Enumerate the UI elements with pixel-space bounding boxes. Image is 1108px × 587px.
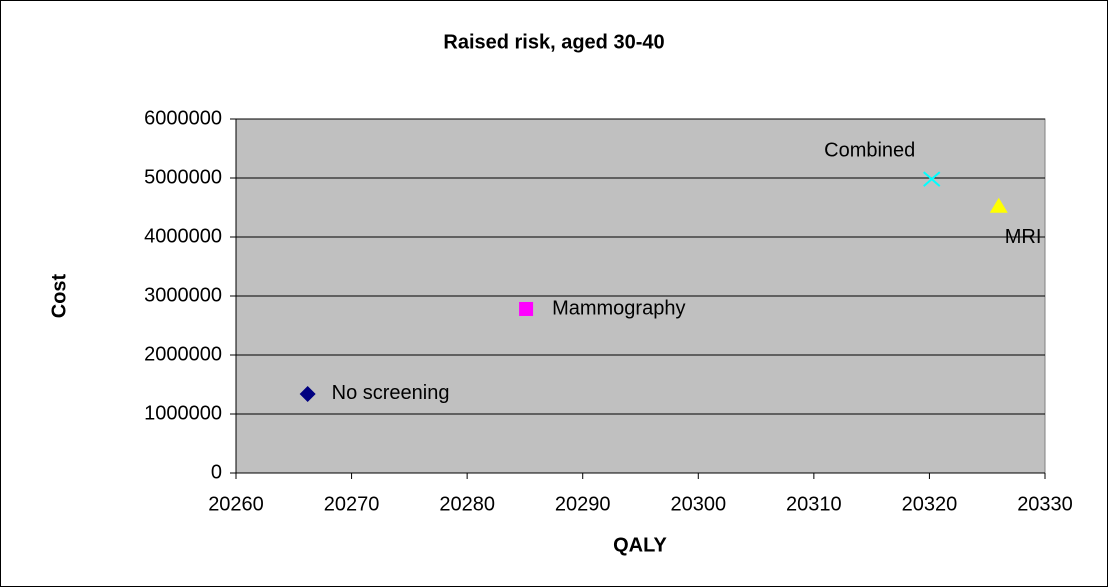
point-label: Mammography bbox=[552, 297, 685, 319]
y-tick-label: 3000000 bbox=[144, 284, 222, 306]
chart-title: Raised risk, aged 30-40 bbox=[443, 31, 664, 53]
y-tick-label: 2000000 bbox=[144, 343, 222, 365]
point-label: Combined bbox=[824, 139, 915, 161]
x-tick-label: 20330 bbox=[1017, 493, 1073, 515]
x-tick-label: 20280 bbox=[439, 493, 495, 515]
y-tick-label: 4000000 bbox=[144, 225, 222, 247]
point-label: No screening bbox=[332, 382, 450, 404]
x-tick-label: 20310 bbox=[786, 493, 842, 515]
y-tick-label: 6000000 bbox=[144, 107, 222, 129]
y-axis-label: Cost bbox=[48, 273, 70, 318]
y-tick-label: 1000000 bbox=[144, 402, 222, 424]
x-tick-label: 20290 bbox=[555, 493, 611, 515]
point bbox=[923, 171, 941, 187]
point bbox=[299, 385, 316, 402]
x-tick-label: 20270 bbox=[324, 493, 380, 515]
x-tick-label: 20300 bbox=[670, 493, 726, 515]
y-tick-label: 0 bbox=[211, 461, 222, 483]
point bbox=[519, 301, 534, 316]
x-tick-label: 20260 bbox=[208, 493, 264, 515]
point-label: MRI bbox=[1005, 226, 1042, 248]
y-tick-label: 5000000 bbox=[144, 166, 222, 188]
point bbox=[989, 197, 1008, 213]
x-tick-label: 20320 bbox=[902, 493, 958, 515]
x-axis-label: QALY bbox=[613, 534, 667, 556]
